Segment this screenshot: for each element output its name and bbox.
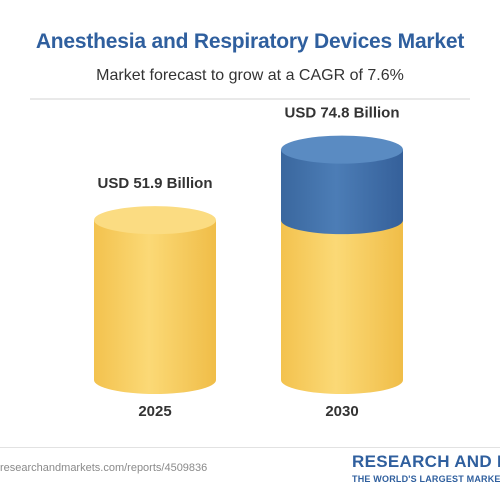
category-label-2025: 2025 xyxy=(138,403,171,420)
header-divider xyxy=(30,98,470,100)
bar-2025-segment-1 xyxy=(94,220,216,394)
bar-2025-top xyxy=(94,206,216,235)
footer-divider xyxy=(0,447,500,448)
brand-name: RESEARCH AND MARKETS xyxy=(352,452,500,471)
data-label-2030: USD 74.8 Billion xyxy=(284,105,399,122)
chart-subtitle: Market forecast to grow at a CAGR of 7.6… xyxy=(96,67,404,84)
data-label-2025: USD 51.9 Billion xyxy=(97,175,212,192)
footer-url: researchandmarkets.com/reports/4509836 xyxy=(0,462,208,474)
brand-logo: RESEARCH AND MARKETS THE WORLD'S LARGEST… xyxy=(352,452,500,492)
bar-2030-segment-2 xyxy=(281,149,403,235)
brand-tagline: THE WORLD'S LARGEST MARKET RESEARCH STOR… xyxy=(352,474,500,484)
category-label-2030: 2030 xyxy=(325,403,358,420)
bar-2030-top xyxy=(281,135,403,164)
chart-title: Anesthesia and Respiratory Devices Marke… xyxy=(35,30,465,53)
bar-2030-segment-1 xyxy=(281,220,403,394)
